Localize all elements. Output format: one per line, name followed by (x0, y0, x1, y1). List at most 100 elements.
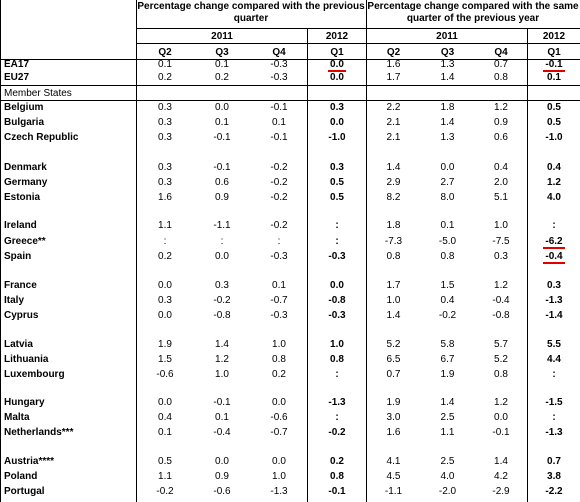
cell-value: 1.2 (494, 397, 508, 408)
cell-value: 0.0 (330, 280, 344, 291)
table-cell: 0.0 (194, 102, 250, 113)
q1-right-divider (527, 28, 528, 502)
cell-value: -0.1 (213, 132, 231, 143)
table-cell: 0.1 (251, 280, 307, 291)
table-cell: 0.2 (194, 72, 250, 83)
cell-value: 1.8 (440, 102, 455, 113)
cell-value: 4.0 (547, 192, 561, 203)
cell-value: 0.5 (330, 192, 344, 203)
cell-value: 0.3 (158, 132, 172, 143)
year-2012-left: 2012 (325, 31, 349, 42)
table-cell: 2.9 (367, 177, 420, 188)
cell-value: 0.0 (330, 117, 344, 128)
table-cell: 0.3 (137, 117, 193, 128)
table-cell: -0.2 (251, 162, 307, 173)
table-cell: 1.1 (137, 471, 193, 482)
table-cell: -7.5 (475, 236, 527, 247)
cell-value: 1.0 (272, 471, 286, 482)
cell-value: 0.6 (215, 177, 229, 188)
table-cell: 0.8 (308, 471, 366, 482)
section-rule (0, 100, 580, 101)
cell-value: -5.0 (438, 236, 457, 247)
table-cell: -7.3 (367, 236, 420, 247)
cell-value: : (335, 236, 339, 247)
table-cell: 1.3 (421, 132, 474, 143)
table-cell: 5.2 (475, 354, 527, 365)
table-cell: -0.3 (251, 310, 307, 321)
table-cell: 1.7 (367, 280, 420, 291)
row-label: Germany (4, 177, 48, 188)
cell-value: : (552, 220, 556, 231)
year-2011-left: 2011 (211, 31, 233, 42)
left-border (0, 0, 1, 502)
table-cell: -0.6 (137, 369, 193, 380)
cell-value: 1.1 (158, 471, 172, 482)
table-cell: 5.2 (367, 339, 420, 350)
cell-value: -0.3 (270, 72, 288, 83)
year-2011-right: 2011 (436, 31, 458, 42)
table-cell: 1.9 (137, 339, 193, 350)
row-label: Austria**** (4, 456, 55, 467)
table-cell: 1.0 (308, 339, 366, 350)
cell-value: 0.0 (272, 456, 286, 467)
table-cell: 3.8 (528, 471, 580, 482)
table-cell: : (137, 236, 193, 247)
cell-value: 1.0 (494, 220, 508, 231)
table-cell: -0.2 (308, 427, 366, 438)
table-cell: 1.2 (475, 280, 527, 291)
row-label: France (4, 280, 37, 291)
cell-value: -1.1 (384, 486, 403, 497)
table-cell: 0.7 (528, 456, 580, 467)
cell-value: -1.1 (213, 220, 231, 231)
table-cell: 0.0 (308, 59, 366, 72)
cell-value: 0.3 (330, 102, 344, 113)
cell-value: 0.5 (547, 102, 561, 113)
cell-value: : (335, 412, 339, 423)
table-cell: 1.3 (421, 59, 474, 70)
table-cell: 0.1 (421, 220, 474, 231)
cell-value: 1.4 (215, 339, 229, 350)
cell-value: 2.1 (386, 132, 401, 143)
table-cell: 1.0 (251, 339, 307, 350)
cell-value: -2.2 (545, 486, 563, 497)
cell-value: 1.9 (386, 397, 401, 408)
right-group-header: Percentage change compared with the same… (367, 1, 579, 24)
table-cell: -0.3 (308, 251, 366, 262)
table-cell: 8.0 (421, 192, 474, 203)
cell-value: -0.1 (270, 102, 288, 113)
cell-value: 2.1 (386, 117, 401, 128)
table-cell: 5.7 (475, 339, 527, 350)
cell-value: 0.3 (215, 280, 229, 291)
table-cell: 1.0 (367, 295, 420, 306)
row-label: Cyprus (4, 310, 39, 321)
table-cell: 0.0 (137, 280, 193, 291)
cell-value: 0.0 (272, 397, 286, 408)
table-cell: 2.2 (367, 102, 420, 113)
cell-value: 1.4 (386, 162, 401, 173)
table-cell: -2.2 (528, 486, 580, 497)
cell-value: -0.1 (492, 427, 510, 438)
left-group-header: Percentage change compared with the prev… (137, 1, 365, 24)
cell-value: 1.6 (386, 59, 401, 70)
cell-value: 5.2 (386, 339, 401, 350)
cell-value: 0.8 (272, 354, 286, 365)
cell-value: 1.5 (158, 354, 172, 365)
cell-value: 0.7 (547, 456, 561, 467)
table-cell: 0.3 (308, 102, 366, 113)
cell-value: : (335, 369, 339, 380)
table-cell: -1.1 (194, 220, 250, 231)
cell-value: 0.0 (215, 102, 229, 113)
row-label: Italy (4, 295, 25, 306)
table-cell: -1.4 (528, 310, 580, 321)
cell-value: : (552, 412, 556, 423)
cell-value: 0.3 (330, 162, 344, 173)
table-cell: -1.5 (528, 397, 580, 408)
table-cell: -2.9 (475, 486, 527, 497)
table-cell: 0.2 (251, 369, 307, 380)
table-cell: 0.3 (137, 295, 193, 306)
cell-value: -0.2 (270, 162, 288, 173)
row-label: Greece** (4, 236, 46, 247)
table-cell: 4.2 (475, 471, 527, 482)
cell-value: -0.1 (543, 59, 565, 72)
table-cell: 1.2 (475, 102, 527, 113)
